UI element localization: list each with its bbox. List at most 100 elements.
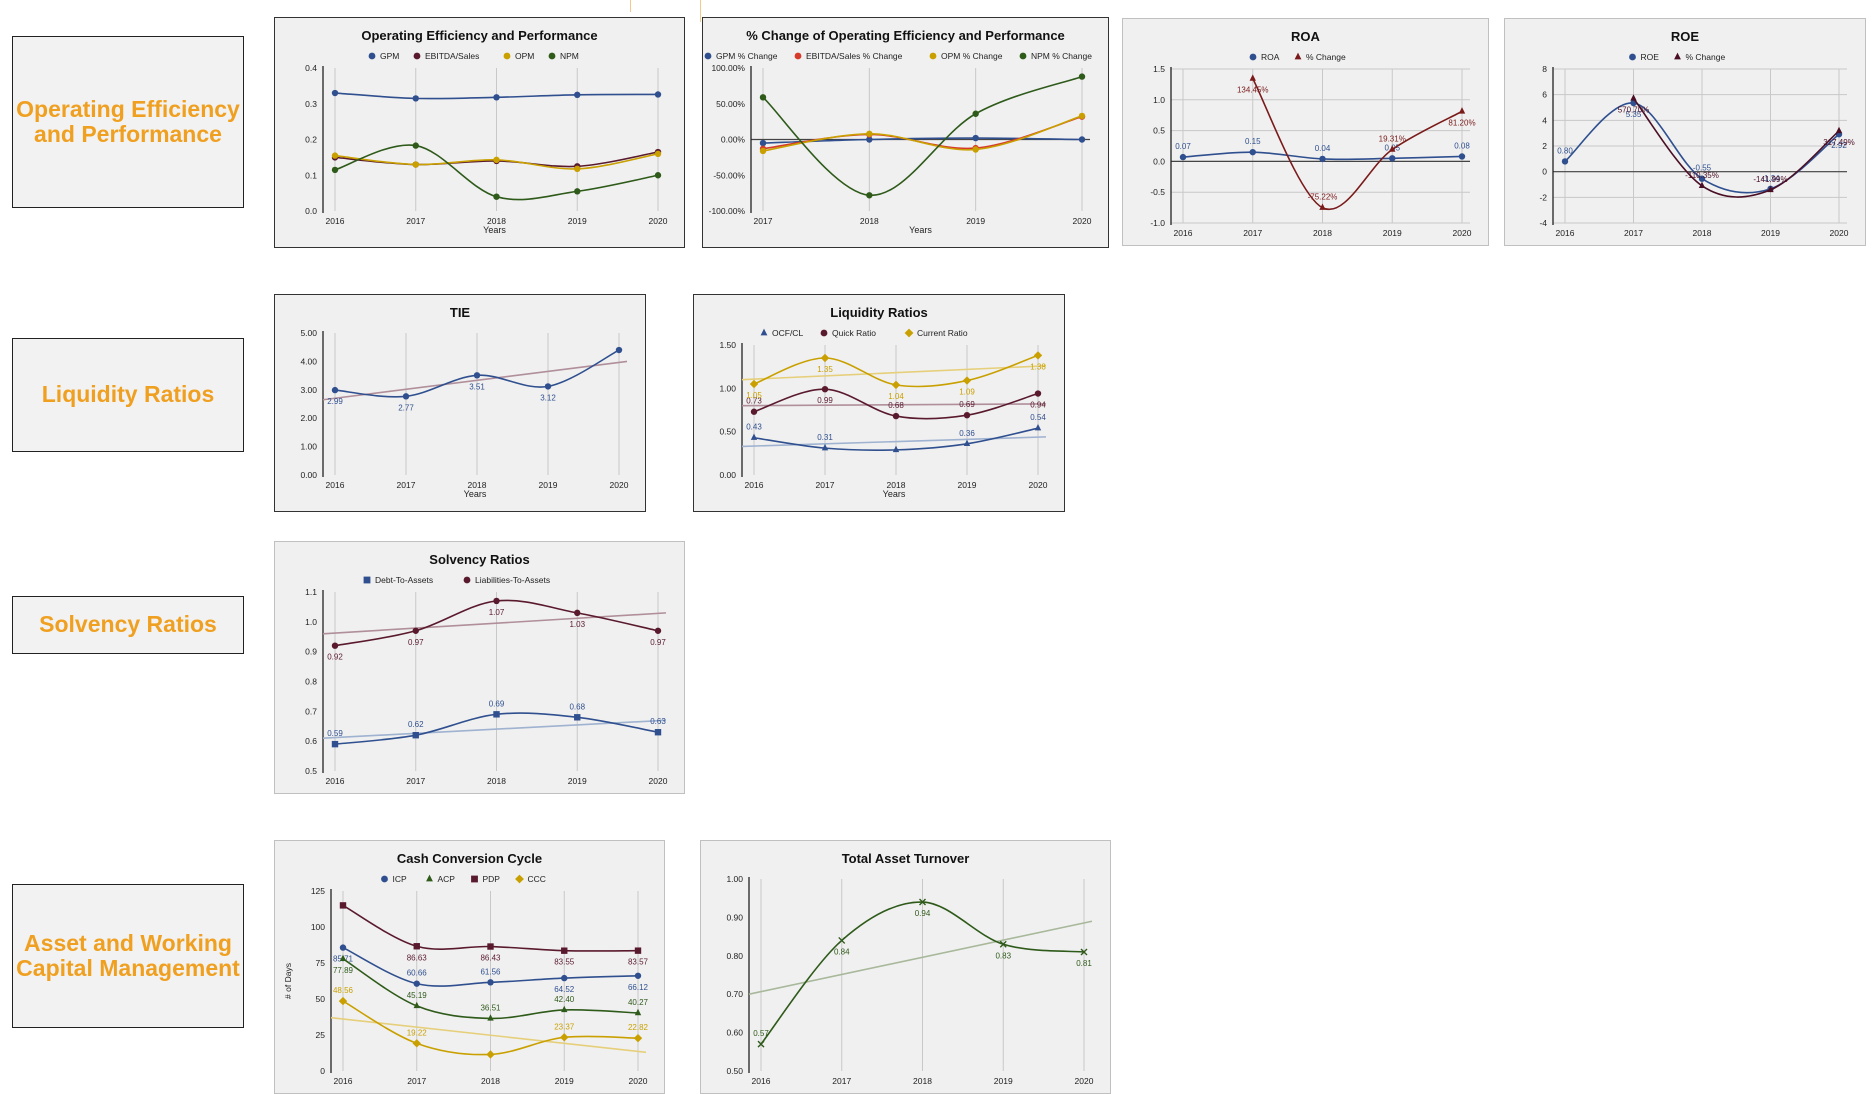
chart-title: Liquidity Ratios xyxy=(830,305,928,320)
data-point xyxy=(412,732,419,739)
section-liquidity: Liquidity Ratios xyxy=(12,338,244,452)
legend-item: EBITDA/Sales % Change xyxy=(794,51,903,61)
data-label: 2.92 xyxy=(1831,141,1847,150)
legend-item: ICP xyxy=(381,874,407,884)
chart-liquidity: Liquidity Ratios OCF/CL Quick Ratio Current… xyxy=(693,294,1065,512)
data-point xyxy=(339,944,347,951)
data-label: -110.35% xyxy=(1685,171,1719,180)
x-tick-label: 2019 xyxy=(958,480,977,490)
data-point xyxy=(339,954,347,962)
grid xyxy=(334,592,659,771)
x-tick-label: 2020 xyxy=(1830,228,1849,238)
y-tick-label: 0.4 xyxy=(305,63,317,73)
data-point xyxy=(574,165,581,173)
data-point xyxy=(574,91,581,99)
data-point xyxy=(561,974,568,982)
y-tick-label: 75 xyxy=(316,958,326,968)
data-point xyxy=(560,1033,569,1042)
y-tick-label: 1.00 xyxy=(719,383,736,393)
section-solvency: Solvency Ratios xyxy=(12,596,244,654)
data-point xyxy=(749,379,759,389)
section-label: Solvency Ratios xyxy=(39,611,217,638)
y-tick-label: 1.00 xyxy=(726,874,743,884)
legend-marker xyxy=(515,874,524,884)
chart-operating-efficiency-change: % Change of Operating Efficiency and Per… xyxy=(702,17,1109,248)
x-tick-label: 2016 xyxy=(752,1076,771,1086)
data-label: 1.38 xyxy=(1030,362,1046,371)
data-point xyxy=(331,152,339,159)
chart-svg: Operating Efficiency and Performance GPM E… xyxy=(305,28,668,235)
trend-line xyxy=(322,360,628,401)
y-tick-label: 125 xyxy=(311,886,325,896)
y-tick-label: 6 xyxy=(1542,90,1547,100)
data-label: 1.35 xyxy=(817,365,833,374)
y-tick-label: 0.00% xyxy=(721,135,746,145)
legend-label: EBITDA/Sales % Change xyxy=(806,51,903,61)
legend-marker xyxy=(368,52,376,60)
chart-solvency: Solvency Ratios Debt-To-Assets Liabilities… xyxy=(274,541,685,794)
data-label: 1.07 xyxy=(489,608,505,617)
trend-line xyxy=(330,1016,647,1054)
data-label: 0.36 xyxy=(959,429,975,438)
data-point xyxy=(654,150,662,157)
data-label: 86.63 xyxy=(407,953,428,962)
data-point xyxy=(963,439,971,446)
data-point xyxy=(654,627,662,634)
x-tick-label: 2016 xyxy=(326,480,345,490)
chart-svg: Solvency Ratios Debt-To-Assets Liabilities… xyxy=(305,552,668,786)
data-point xyxy=(413,943,420,950)
x-tick-label: 2019 xyxy=(966,216,985,226)
y-tick-label: 0.50 xyxy=(719,427,736,437)
legend-label: OCF/CL xyxy=(772,328,803,338)
data-point xyxy=(821,386,829,393)
legend-label: ROE xyxy=(1641,52,1660,62)
legend-label: ICP xyxy=(393,874,408,884)
chart-title: ROA xyxy=(1291,29,1321,44)
chart-cash-conversion-cycle: Cash Conversion Cycle ICP ACP PDP CCC 0 25 50 75… xyxy=(274,840,665,1094)
data-label: 0.81 xyxy=(1076,959,1092,968)
legend-label: OPM xyxy=(515,51,534,61)
y-tick-label: 1.1 xyxy=(305,587,317,597)
section-label: Operating Efficiency and Performance xyxy=(16,95,240,147)
data-point xyxy=(1078,73,1086,80)
legend-marker xyxy=(929,52,937,60)
data-point xyxy=(838,936,846,944)
data-label: 0.68 xyxy=(888,401,904,410)
data-point xyxy=(486,1050,495,1059)
data-point xyxy=(493,711,500,718)
y-tick-label: -100.00% xyxy=(709,206,746,216)
y-tick-label: 0.70 xyxy=(726,989,743,999)
x-tick-label: 2019 xyxy=(539,480,558,490)
data-point xyxy=(1319,155,1326,163)
x-tick-label: 2019 xyxy=(1761,228,1780,238)
data-point xyxy=(821,443,829,451)
data-point xyxy=(866,192,873,199)
series: 77.89 45.19 36.51 42.40 40.27 xyxy=(333,954,649,1021)
data-point xyxy=(338,996,348,1006)
y-tick-label: 0.5 xyxy=(1153,126,1165,136)
legend-item: ROA xyxy=(1249,52,1280,62)
legend-item: NPM % Change xyxy=(1019,51,1092,61)
x-tick-label: 2016 xyxy=(1174,228,1193,238)
legend-marker xyxy=(760,328,768,336)
data-label: 22.82 xyxy=(628,1023,649,1032)
x-tick-label: 2020 xyxy=(649,776,668,786)
x-tick-label: 2018 xyxy=(487,216,506,226)
y-tick-label: 2.00 xyxy=(300,413,317,423)
y-tick-label: 0.7 xyxy=(305,706,317,716)
data-label: 0.94 xyxy=(1030,401,1046,410)
series-line xyxy=(762,115,1083,150)
data-point xyxy=(331,89,339,97)
x-tick-label: 2016 xyxy=(326,776,345,786)
data-label: 66.12 xyxy=(628,983,649,992)
chart-svg: Total Asset Turnover 0.50 0.60 0.70 0.80 0.90… xyxy=(726,851,1093,1086)
trend-line xyxy=(741,436,1047,448)
series-line xyxy=(762,115,1083,152)
series: 48.56 19.22 23.37 22.82 xyxy=(330,986,649,1059)
y-tick-label: 1.0 xyxy=(305,617,317,627)
data-point xyxy=(1389,145,1396,152)
data-label: 0.69 xyxy=(489,699,505,708)
data-point xyxy=(633,1033,643,1043)
legend-item: Current Ratio xyxy=(904,328,968,338)
x-tick-label: 2017 xyxy=(407,1076,426,1086)
